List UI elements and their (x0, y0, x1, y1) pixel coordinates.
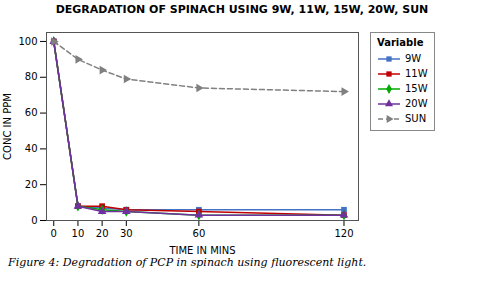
html-text:11W: 11W (405, 68, 428, 79)
html-text:SUN: SUN (405, 113, 427, 124)
svg-text:20: 20 (96, 228, 109, 239)
svg-text:10: 10 (72, 228, 85, 239)
svg-text:60: 60 (25, 107, 38, 118)
svg-text:60: 60 (193, 228, 206, 239)
svg-text:0: 0 (31, 215, 37, 226)
svg-text:80: 80 (25, 71, 38, 82)
html-text:15W: 15W (405, 83, 428, 94)
svg-text:0: 0 (51, 228, 57, 239)
svg-text:100: 100 (18, 36, 37, 47)
svg-text:20: 20 (25, 179, 38, 190)
svg-text:CONC IN PPM: CONC IN PPM (2, 93, 13, 160)
html-text:DEGRADATION OF SPINACH USING 9: DEGRADATION OF SPINACH USING 9W, 11W, 15… (55, 3, 429, 16)
svg-text:120: 120 (334, 228, 353, 239)
svg-text:30: 30 (120, 228, 133, 239)
html-text:Variable: Variable (377, 37, 424, 48)
svg-text:TIME IN MINS: TIME IN MINS (168, 245, 235, 256)
html-text:Figure 4: Degradation of PCP i: Figure 4: Degradation of PCP in spinach … (8, 256, 367, 269)
svg-text:40: 40 (25, 143, 38, 154)
html-text:20W: 20W (405, 98, 428, 109)
html-text:9W: 9W (405, 53, 422, 64)
